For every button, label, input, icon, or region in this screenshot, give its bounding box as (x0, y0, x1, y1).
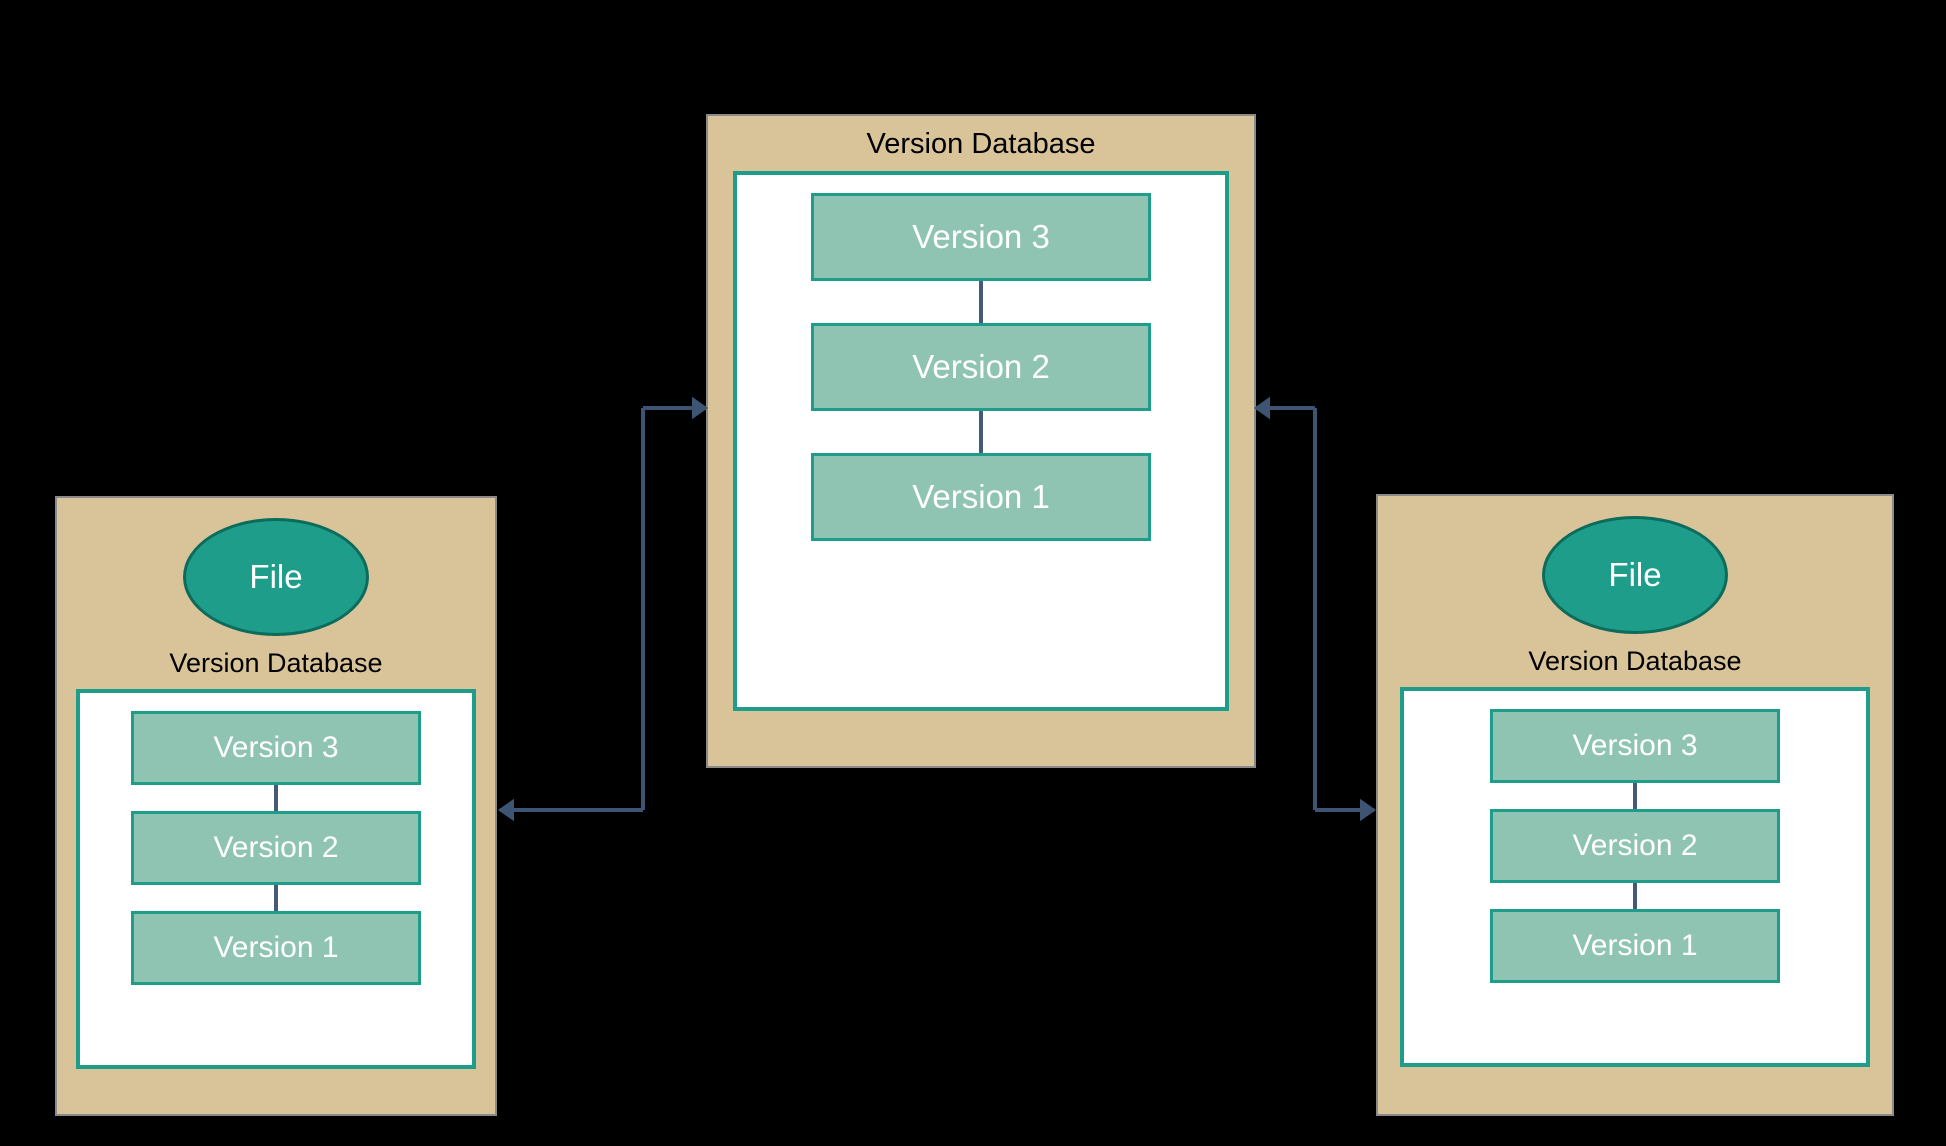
version-box: Version 3 (1490, 709, 1780, 783)
version-box: Version 2 (1490, 809, 1780, 883)
version-box: Version 1 (1490, 909, 1780, 983)
server-inner-db: Version 3 Version 2 Version 1 (733, 171, 1229, 711)
version-box: Version 1 (811, 453, 1151, 541)
version-connector (274, 785, 278, 811)
server-db-label: Version Database (867, 128, 1096, 161)
version-connector (1633, 883, 1637, 909)
computer-a-inner-db: Version 3 Version 2 Version 1 (76, 689, 476, 1069)
computer-b-inner-db: Version 3 Version 2 Version 1 (1400, 687, 1870, 1067)
server-panel: Version Database Version 3Version 2Versi… (706, 114, 1256, 768)
version-connector (979, 281, 983, 323)
version-box: Version 3 (811, 193, 1151, 281)
version-box: Version 1 (131, 911, 421, 985)
file-label-a: File (249, 558, 302, 596)
file-label-b: File (1608, 556, 1661, 594)
version-box: Version 2 (811, 323, 1151, 411)
version-connector (274, 885, 278, 911)
version-connector (1633, 783, 1637, 809)
file-ellipse-a: File (183, 518, 369, 636)
computer-b-db-label: Version Database (1528, 646, 1741, 677)
computer-a-panel: File Version Database Version 3 Version 2… (55, 496, 497, 1116)
computer-b-panel: File Version Database Version 3 Version 2… (1376, 494, 1894, 1116)
file-ellipse-b: File (1542, 516, 1728, 634)
version-box: Version 2 (131, 811, 421, 885)
version-connector (979, 411, 983, 453)
computer-a-db-label: Version Database (169, 648, 382, 679)
version-box: Version 3 (131, 711, 421, 785)
